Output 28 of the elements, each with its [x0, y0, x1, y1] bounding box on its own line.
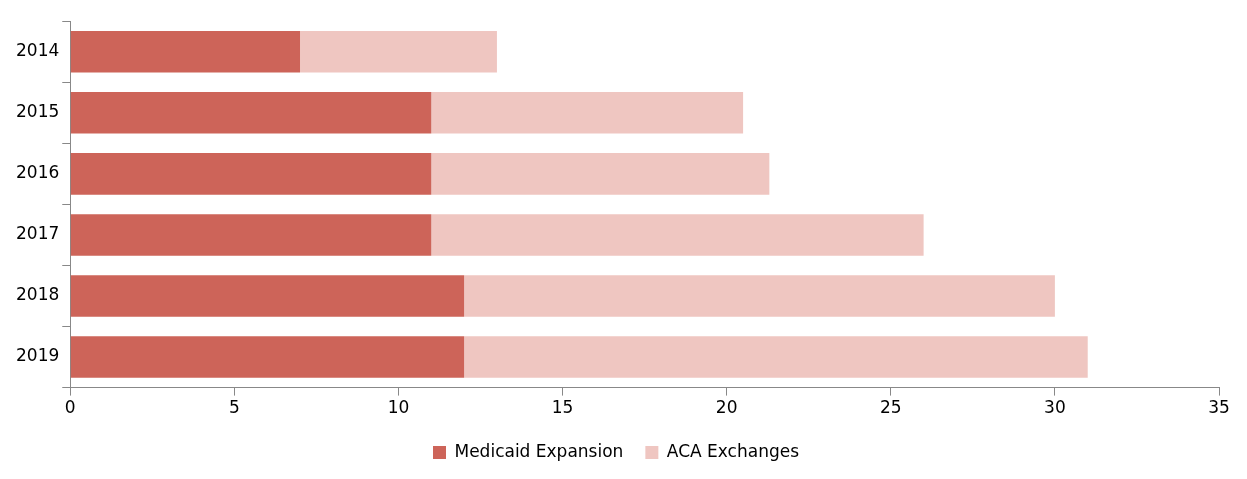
legend-label: ACA Exchanges: [666, 440, 800, 461]
y-tick-label: 2014: [16, 40, 60, 61]
x-tick-label: 15: [551, 397, 574, 418]
bar: [70, 336, 465, 378]
x-tick-label: 30: [1044, 397, 1066, 418]
bar: [70, 275, 465, 317]
bar: [70, 92, 432, 134]
bar: [431, 153, 770, 195]
x-tick-label: 35: [1208, 397, 1230, 418]
legend-label: Medicaid Expansion: [454, 440, 624, 461]
x-tick-label: 20: [715, 397, 738, 418]
x-tick-label: 10: [387, 397, 410, 418]
bar: [431, 92, 744, 134]
bar: [300, 30, 497, 73]
bar: [70, 30, 301, 73]
y-tick-label: 2015: [16, 101, 60, 122]
x-tick-label: 25: [879, 397, 902, 418]
bar: [431, 214, 924, 256]
bar: [70, 153, 432, 195]
x-tick-label: 0: [64, 397, 76, 418]
bar: [70, 214, 432, 256]
y-tick-label: 2019: [16, 345, 60, 366]
x-tick-label: 5: [228, 397, 240, 418]
bar: [464, 275, 1055, 317]
y-tick-label: 2018: [16, 284, 60, 305]
y-tick-label: 2016: [16, 162, 60, 183]
bar: [464, 336, 1088, 378]
y-tick-label: 2017: [16, 223, 60, 244]
